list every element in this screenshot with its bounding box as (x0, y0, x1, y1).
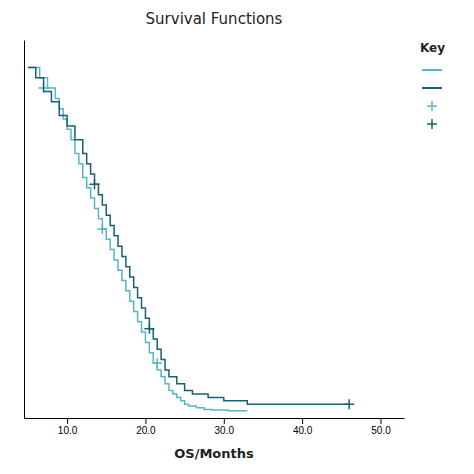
x-tick-label: 40.0 (293, 425, 313, 436)
legend-line (422, 69, 442, 71)
x-tick: 30.0 (215, 418, 235, 436)
x-axis: 10.0 20.0 30.0 40.0 50.0 (25, 418, 405, 436)
x-tick-label: 30.0 (215, 425, 235, 436)
x-tick-mark (224, 418, 225, 424)
survival-curve (28, 67, 349, 404)
x-tick: 50.0 (371, 418, 391, 436)
censor-mark (90, 179, 100, 189)
x-tick-label: 50.0 (371, 425, 391, 436)
x-axis-line (25, 418, 405, 419)
legend-title: Key (420, 41, 445, 55)
marks (28, 67, 354, 410)
x-tick: 40.0 (293, 418, 313, 436)
legend-marker (427, 101, 437, 111)
x-tick-label: 20.0 (136, 425, 156, 436)
x-tick-mark (302, 418, 303, 424)
title: Survival Functions (146, 10, 283, 28)
legend-marker (427, 119, 437, 129)
censor-mark (144, 324, 154, 334)
chart: 10.0 20.0 30.0 40.0 50.0 Survival Functions OS… (0, 0, 474, 474)
y-axis-line (24, 41, 25, 419)
x-tick-mark (380, 418, 381, 424)
legend: Key (420, 41, 445, 129)
x-tick: 10.0 (58, 418, 78, 436)
censor-mark (97, 224, 107, 234)
x-axis-label: OS/Months (174, 446, 254, 461)
y-axis (24, 41, 25, 419)
censor-mark (344, 399, 354, 409)
legend-line (422, 87, 442, 89)
x-tick-label: 10.0 (58, 425, 78, 436)
plot-area: 10.0 20.0 30.0 40.0 50.0 (25, 41, 405, 437)
x-tick: 20.0 (136, 418, 156, 436)
survival-curve (28, 67, 247, 410)
x-tick-mark (67, 418, 68, 424)
x-tick-mark (145, 418, 146, 424)
